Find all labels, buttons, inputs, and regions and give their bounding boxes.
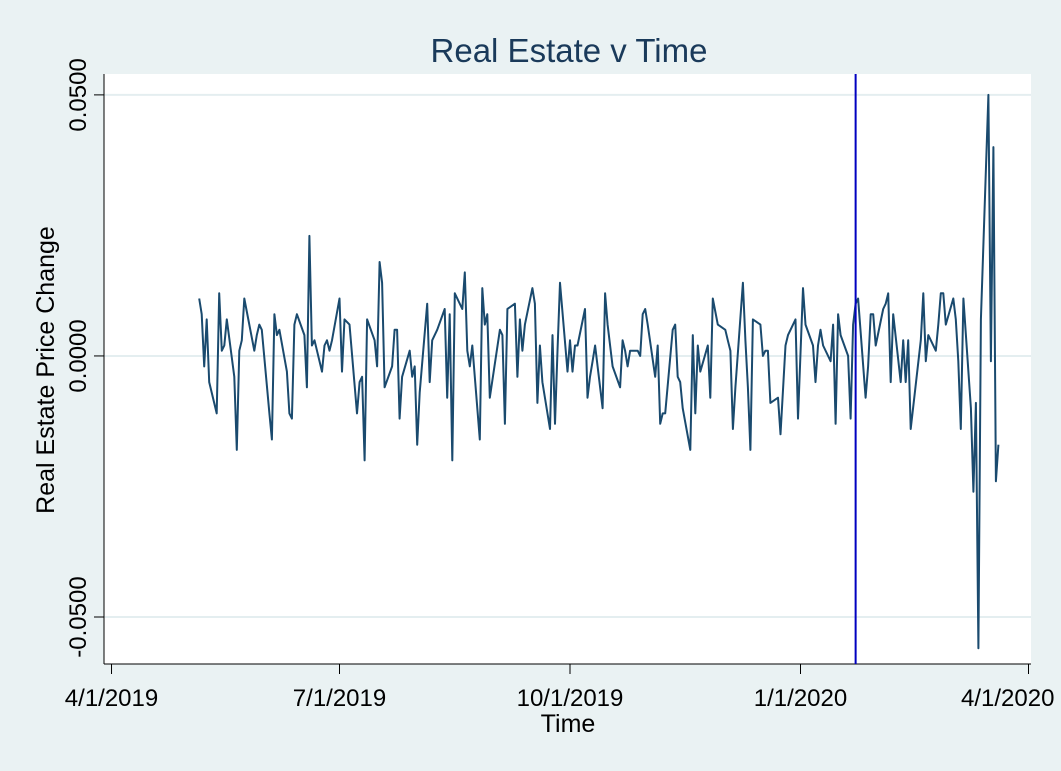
y-tick-label: -0.0500: [65, 576, 92, 657]
x-tick-label: 4/1/2020: [961, 685, 1054, 712]
x-tick-label: 7/1/2019: [293, 685, 386, 712]
gridlines: [104, 93, 1031, 619]
x-axis: 4/1/2019 7/1/2019 10/1/2019 1/1/2020 4/1/202…: [65, 663, 1054, 712]
y-axis-label: Real Estate Price Change: [32, 226, 60, 514]
series-line: [198, 93, 1000, 650]
y-tick-label: 0.0500: [65, 58, 92, 131]
chart-title: Real Estate v Time: [431, 32, 708, 69]
x-tick-label: 4/1/2019: [65, 685, 158, 712]
x-tick-label: 1/1/2020: [754, 685, 847, 712]
x-tick-label: 10/1/2019: [517, 685, 624, 712]
y-tick-label: 0.0000: [65, 319, 92, 392]
x-axis-label: Time: [541, 710, 596, 738]
y-axis: -0.0500 0.0000 0.0500: [65, 58, 105, 664]
